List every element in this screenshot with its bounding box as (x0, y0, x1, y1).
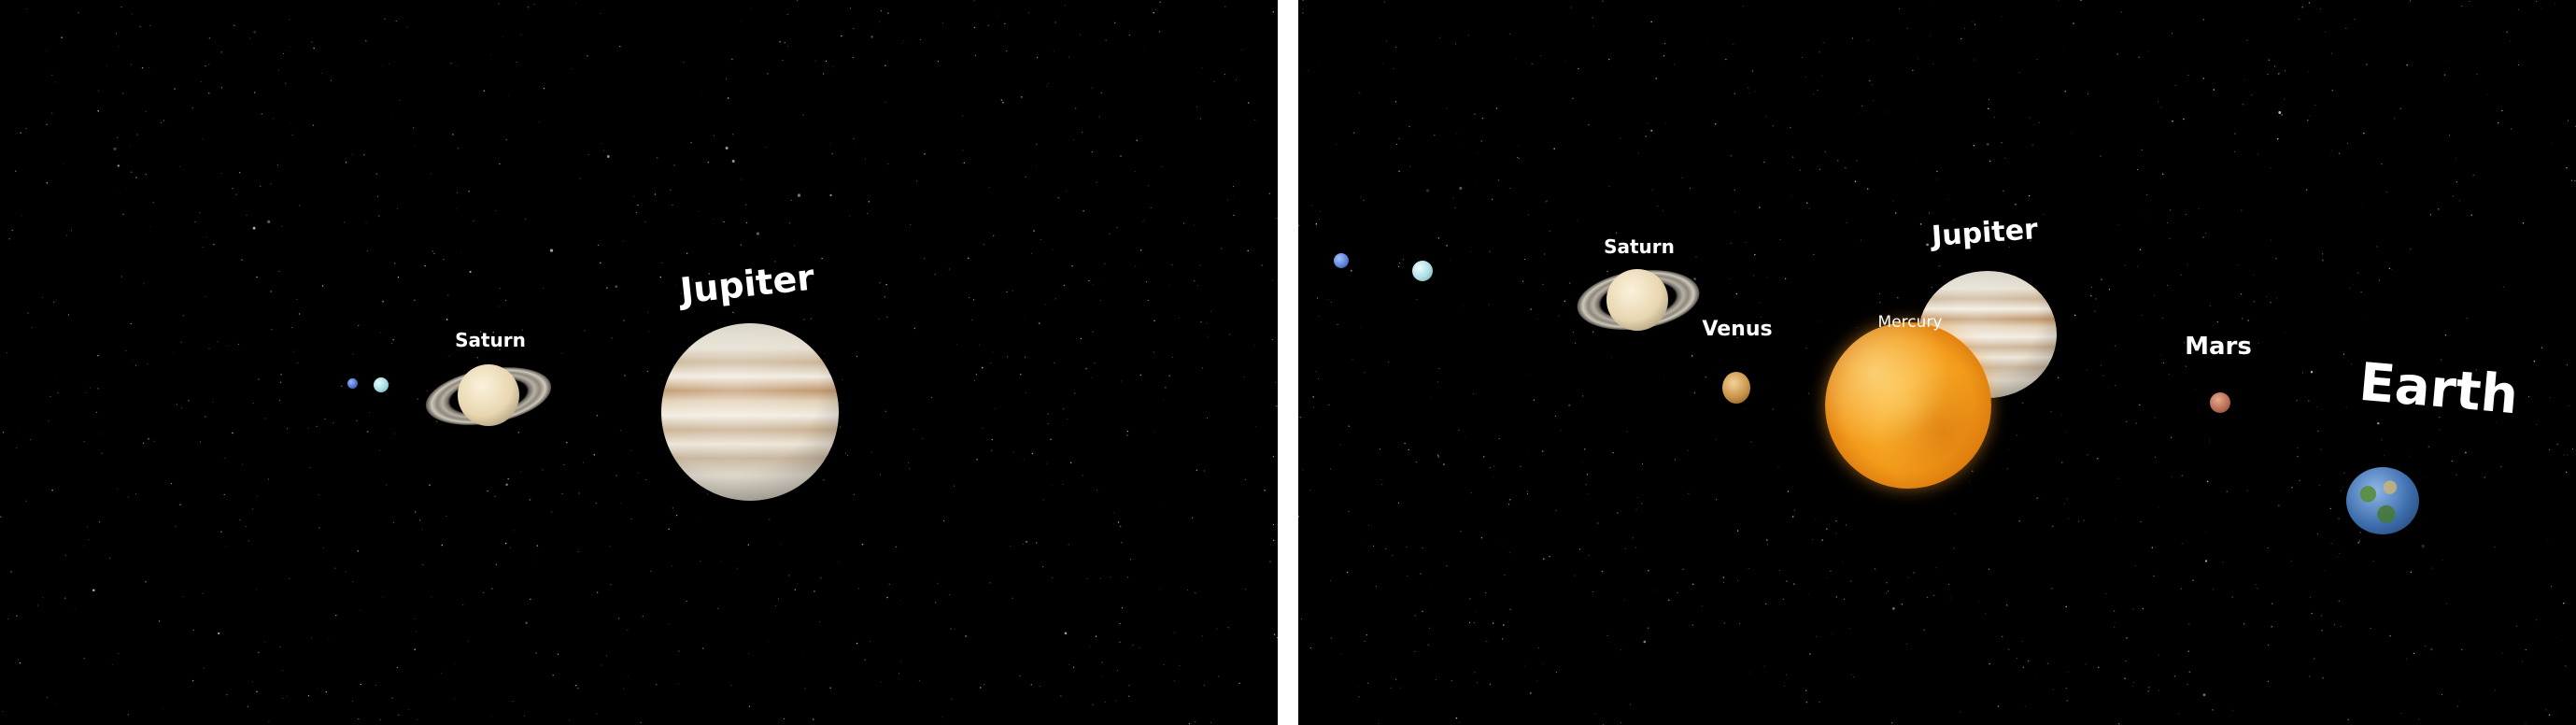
mercury-label: Mercury (1877, 313, 1943, 332)
neptune-planet (1334, 253, 1349, 268)
uranus-planet (1412, 261, 1433, 281)
saturn-label: Saturn (455, 329, 526, 351)
mars-planet (2210, 392, 2230, 413)
venus-label: Venus (1702, 318, 1773, 341)
saturn-label: Saturn (1604, 235, 1675, 258)
jupiter-planet (661, 323, 839, 501)
sun-sphere (1825, 322, 1991, 489)
saturn-planet (458, 364, 519, 426)
uranus-planet (374, 377, 389, 392)
right-space-view: Saturn Venus Jupiter Mercury Mars Earth (1298, 0, 2576, 725)
left-space-view: Saturn Jupiter (0, 0, 1278, 725)
neptune-planet (347, 378, 358, 389)
panel-divider (1278, 0, 1298, 725)
earth-planet (2346, 467, 2419, 534)
starfield-right (1298, 0, 2576, 725)
venus-planet (1722, 372, 1750, 404)
saturn-planet (1606, 269, 1668, 331)
mars-label: Mars (2185, 333, 2252, 361)
starfield-left (0, 0, 1278, 725)
